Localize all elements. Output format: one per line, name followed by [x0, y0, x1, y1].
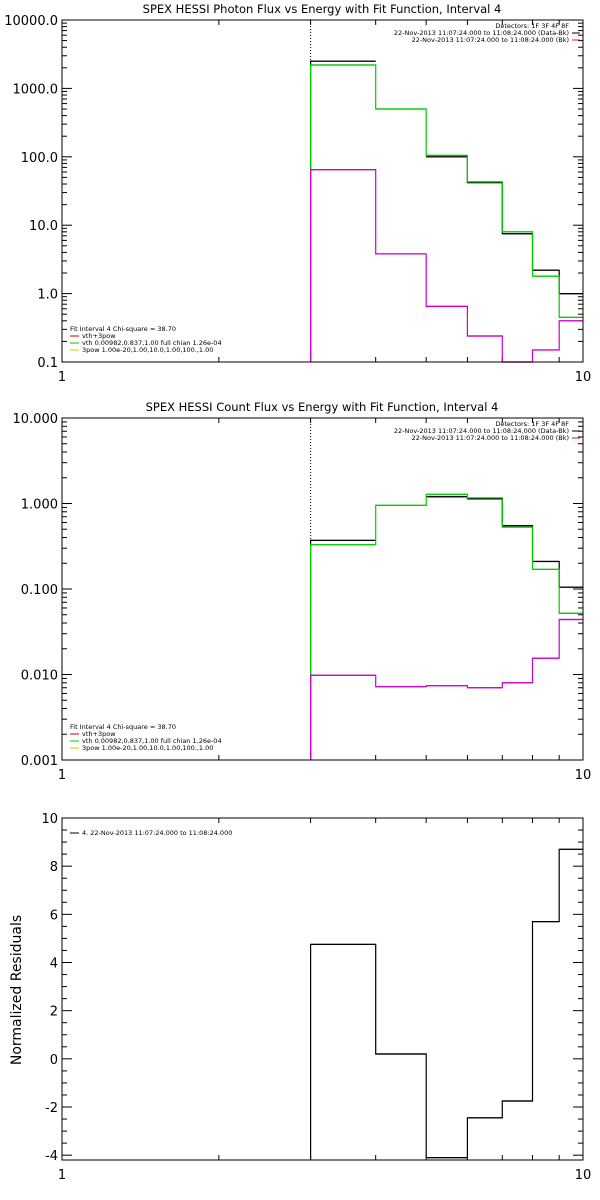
x-tick-label: 1 [58, 768, 66, 783]
series-line-2 [310, 618, 583, 760]
header-line: Detectors: 1F 3F 4F 8F [495, 420, 569, 428]
residuals-panel: Normalized Residuals 1 10 -4 -2 0 2 4 6 8 10 4. 22… [9, 812, 591, 1183]
legend-entry: Fit Interval 4 Chi-square = 38.70 [70, 723, 176, 731]
x-tick-label: 10 [575, 768, 592, 783]
header-line: 22-Nov-2013 11:07:24.000 to 11:08:24.000… [412, 434, 569, 442]
chart-title: SPEX HESSI Count Flux vs Energy with Fit… [146, 400, 499, 414]
legend-entry: vth+3pow [82, 332, 116, 340]
y-axis-label: Normalized Residuals [9, 915, 25, 1065]
plot-frame [61, 417, 584, 761]
x-tick-label: 1 [58, 1168, 66, 1183]
y-tick-label: 1.000 [21, 498, 58, 513]
header-line: Detectors: 1F 3F 4F 8F [495, 22, 569, 30]
legend-entry: vth 0.00982,0.837,1.00 full chian 1.26e-… [82, 737, 222, 745]
y-tick-label: 1.0 [37, 288, 58, 303]
series-line-1 [310, 493, 583, 760]
series-line-1 [310, 64, 583, 362]
series-line-0 [310, 848, 583, 1160]
series-line-0 [310, 539, 376, 760]
x-tick-label: 1 [58, 370, 66, 385]
legend-entry: 3pow 1.00e-20,1.00,10.0,1.00,100.,1.00 [82, 744, 213, 752]
photon-flux-panel: SPEX HESSI Photon Flux vs Energy with Fi… [4, 2, 591, 385]
series-line-0 [426, 156, 583, 295]
y-tick-label: 0.1 [37, 356, 58, 371]
legend-entry: vth 0.00982,0.837,1.00 full chian 1.26e-… [82, 339, 222, 347]
legend-entry: 4. 22-Nov-2013 11:07:24.000 to 11:08:24.… [82, 829, 232, 837]
y-tick-label: 10 [41, 812, 58, 827]
y-tick-label: 0.100 [21, 583, 58, 598]
y-tick-label: 2 [50, 1005, 58, 1020]
y-tick-label: 0 [50, 1053, 58, 1068]
y-tick-label: 0.010 [21, 669, 58, 684]
y-tick-label: 100.0 [21, 151, 58, 166]
header-line: 22-Nov-2013 11:07:24.000 to 11:08:24.000… [394, 29, 569, 37]
legend-entry: vth+3pow [82, 730, 116, 738]
legend-entry: Fit Interval 4 Chi-square = 38.70 [70, 325, 176, 333]
plot-frame [61, 817, 584, 1161]
y-tick-label: 10000.0 [4, 14, 58, 29]
y-tick-label: 10.000 [13, 412, 59, 427]
y-tick-label: 0.001 [21, 754, 58, 769]
y-tick-label: 10.0 [29, 219, 58, 234]
y-tick-label: -4 [45, 1149, 58, 1164]
y-tick-label: 6 [50, 908, 58, 923]
y-tick-label: 4 [50, 957, 58, 972]
series-line-2 [310, 169, 583, 363]
plot-frame [61, 19, 584, 363]
header-line: 22-Nov-2013 11:07:24.000 to 11:08:24.000… [394, 427, 569, 435]
header-line: 22-Nov-2013 11:07:24.000 to 11:08:24.000… [412, 36, 569, 44]
y-tick-label: -2 [45, 1101, 58, 1116]
legend-entry: 3pow 1.00e-20,1.00,10.0,1.00,100.,1.00 [82, 346, 213, 354]
y-tick-label: 8 [50, 860, 58, 875]
x-tick-label: 10 [575, 370, 592, 385]
y-tick-label: 1000.0 [13, 82, 59, 97]
series-line-0 [310, 60, 376, 362]
count-flux-panel: SPEX HESSI Count Flux vs Energy with Fit… [13, 400, 592, 783]
x-tick-label: 10 [575, 1168, 592, 1183]
chart-title: SPEX HESSI Photon Flux vs Energy with Fi… [143, 2, 502, 16]
